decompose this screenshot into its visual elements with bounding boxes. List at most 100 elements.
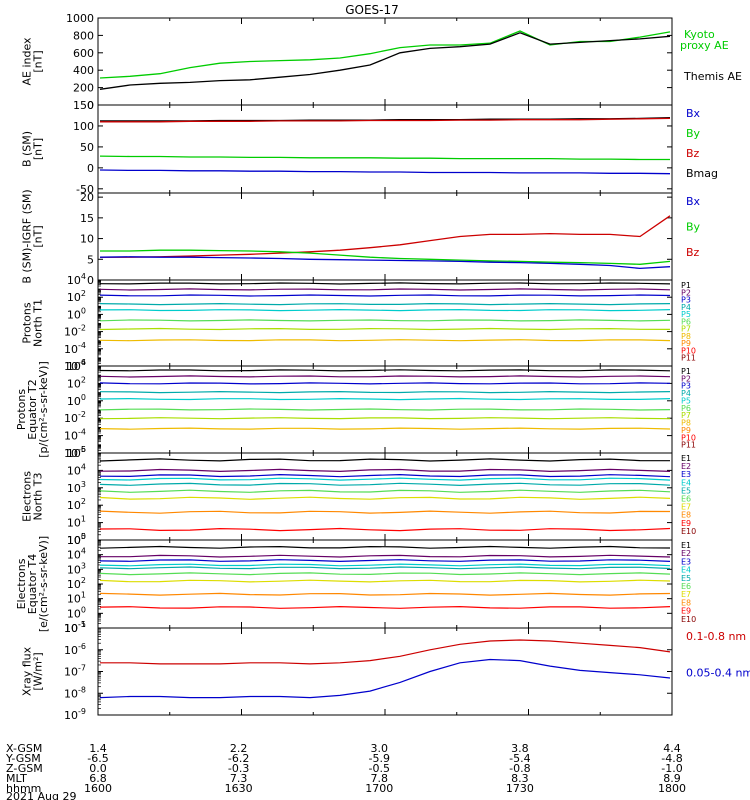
x-axis-tick-value: -1.0	[661, 762, 682, 775]
series-line-e7	[99, 579, 671, 583]
series-line-p4	[99, 390, 671, 394]
legend-item: E10	[681, 527, 696, 536]
legend-item: E10	[681, 615, 696, 624]
x-axis-tick-value: -0.5	[369, 762, 390, 775]
y-tick-label: 10	[80, 233, 94, 246]
legend-item: P2	[681, 374, 691, 383]
series-line-p5	[99, 397, 671, 401]
y-tick-label: 0	[87, 99, 94, 112]
x-axis-tick-value: -5.4	[509, 752, 530, 765]
x-axis-tick-value: 8.3	[511, 772, 529, 785]
y-tick-label: 50	[80, 141, 94, 154]
legend-item: E4	[681, 566, 691, 575]
panel-frame	[97, 627, 673, 716]
legend-item: P6	[681, 404, 691, 413]
legend-item: E3	[681, 557, 691, 566]
y-tick-label: 10-6	[64, 445, 86, 460]
x-axis-tick-value: -0.8	[509, 762, 530, 775]
x-axis-tick-value: 7.8	[371, 772, 389, 785]
series-line-by	[100, 249, 671, 265]
series-line-e1	[99, 545, 671, 549]
panel-protons_t2: 10-6 10-4 10-2 100 102 104 ProtonsEquator T2[p…	[15, 358, 696, 460]
series-line-by	[99, 155, 670, 161]
series-line-e3	[99, 559, 671, 563]
series-line-p3	[99, 382, 671, 385]
legend-item: E6	[681, 582, 691, 591]
y-tick-label: 5	[87, 253, 94, 266]
x-axis-tick-value: 6.8	[89, 772, 107, 785]
legend-item: E4	[681, 478, 691, 487]
legend-item: P6	[681, 317, 691, 326]
legend-item: E1	[681, 454, 691, 463]
series-line-e9	[99, 527, 671, 532]
legend-item: E2	[681, 549, 691, 558]
x-axis-row-label: Y-GSM	[5, 752, 41, 765]
series-line-e5	[99, 566, 671, 570]
legend-item: E8	[681, 511, 691, 520]
y-tick-label: 104	[67, 358, 86, 373]
legend-item: P3	[681, 296, 691, 305]
y-tick-label: 100	[67, 532, 86, 547]
legend-item: P8	[681, 332, 691, 341]
y-tick-label: 10-2	[64, 410, 86, 425]
series-line-e8	[99, 510, 671, 514]
x-axis-row-label: hhmm	[6, 782, 41, 795]
legend-item: P9	[681, 339, 691, 348]
legend-item: P5	[681, 310, 691, 319]
y-tick-label: 200	[73, 82, 94, 95]
y-tick-label: 800	[73, 29, 94, 42]
y-tick-label: 0	[87, 162, 94, 175]
legend-item: E7	[681, 503, 691, 512]
legend-item: P11	[681, 354, 696, 363]
y-tick-label: 10-8	[64, 685, 86, 700]
x-axis-tick-value: -6.5	[87, 752, 108, 765]
y-tick-label: 101	[67, 515, 86, 530]
series-line-p8	[99, 339, 671, 342]
series-line-kyoto-proxy-ae	[99, 30, 671, 79]
x-axis-tick-value: -5.9	[369, 752, 390, 765]
series-line-p6	[99, 408, 671, 411]
y-tick-label: 0	[87, 274, 94, 287]
legend-item: P5	[681, 396, 691, 405]
panel-frame	[97, 17, 673, 106]
legend-item: 0.1-0.8 nm	[686, 630, 746, 643]
x-axis-date: 2021 Aug 29	[6, 790, 76, 800]
series-line-e3	[99, 473, 671, 478]
y-tick-label: 20	[80, 191, 94, 204]
legend-item: P10	[681, 346, 696, 355]
legend-item: P1	[681, 281, 691, 290]
series-line-e4	[99, 477, 671, 481]
series-line-e6	[99, 572, 671, 576]
y-axis-label: AE index[nT]	[21, 37, 45, 86]
x-axis-tick-value: 3.8	[511, 742, 529, 755]
series-line-p1	[99, 369, 671, 372]
legend-item: P8	[681, 419, 691, 428]
y-tick-label: 150	[73, 99, 94, 112]
y-tick-label: 10-6	[64, 642, 86, 657]
y-tick-label: 102	[67, 289, 86, 304]
y-tick-label: 10-4	[64, 341, 86, 356]
x-axis-tick-value: -6.2	[228, 752, 249, 765]
legend-item: Bmag	[686, 167, 718, 180]
x-axis-row-label: MLT	[6, 772, 27, 785]
legend-item: E1	[681, 541, 691, 550]
panel-frame	[97, 279, 673, 367]
series-line-p6	[99, 319, 671, 322]
legend-item: E2	[681, 462, 691, 471]
legend-item: By	[686, 221, 701, 234]
y-tick-label: 600	[73, 47, 94, 60]
y-axis-label: Xray flux[W/m²]	[21, 646, 45, 696]
series-line-p2	[99, 288, 671, 291]
series-line-0-05-0-4-nm	[99, 658, 671, 699]
x-axis-row-label: X-GSM	[6, 742, 42, 755]
legend-item: P1	[681, 367, 691, 376]
series-line-0-1-0-8-nm	[100, 639, 671, 665]
panel-bdiff: 0 5 10 15 20 B (SM)-IGRF (SM)[nT] Bx By Bz	[21, 189, 701, 287]
series-line-bz	[100, 215, 671, 258]
series-line-p7	[99, 417, 671, 420]
series-line-e2	[99, 468, 671, 473]
